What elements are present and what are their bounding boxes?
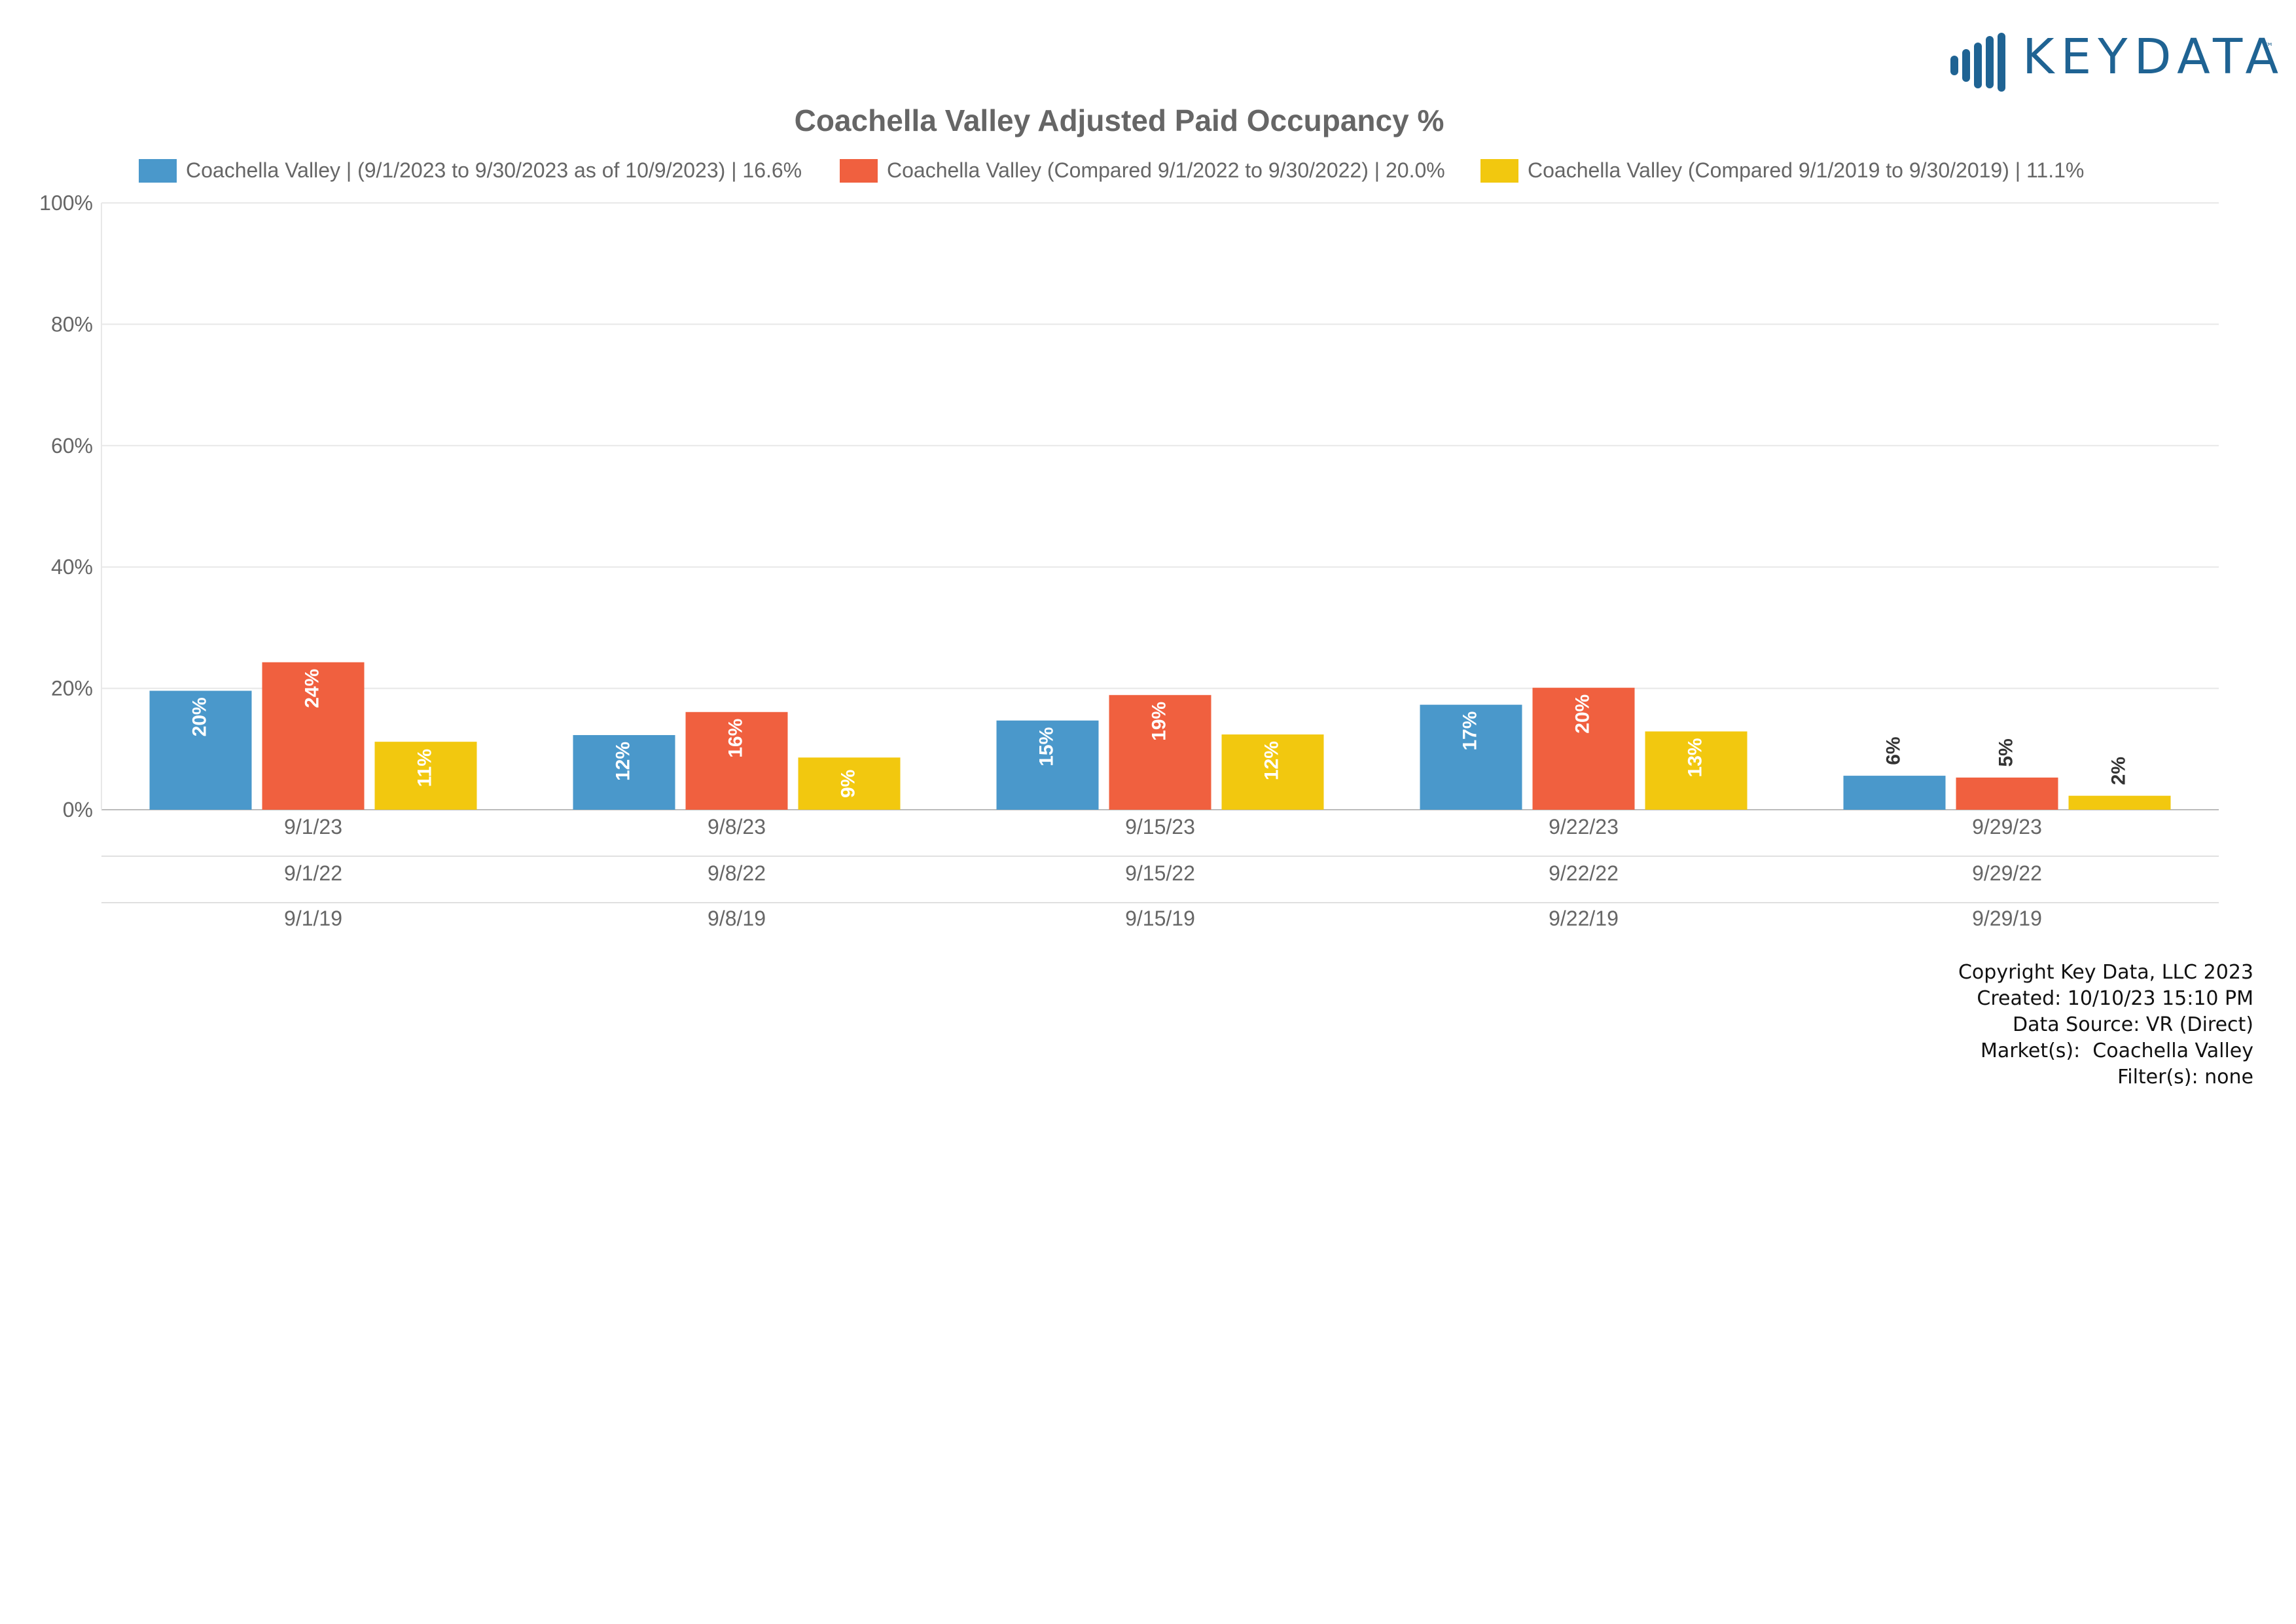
x-tick-label: 9/15/23 <box>1125 815 1195 839</box>
bar-value-label: 16% <box>725 719 746 758</box>
keydata-logo-mark <box>1950 33 2005 92</box>
legend-label-1: Coachella Valley | (9/1/2023 to 9/30/202… <box>186 158 802 182</box>
bar-value-label: 12% <box>612 742 634 781</box>
x-tick-label: 9/15/19 <box>1125 907 1195 930</box>
y-tick-label: 100% <box>39 191 93 215</box>
x-tick-label: 9/29/23 <box>1972 815 2042 839</box>
bar <box>374 742 477 810</box>
x-tick-label: 9/8/23 <box>708 815 766 839</box>
bar <box>1109 695 1211 810</box>
footer-markets: Market(s): Coachella Valley <box>1980 1039 2253 1062</box>
keydata-trademark: ™ <box>2263 41 2274 53</box>
y-tick-label: 40% <box>51 555 93 579</box>
bar-value-label: 11% <box>414 749 435 787</box>
x-tick-label: 9/22/23 <box>1549 815 1619 839</box>
legend-swatch-3 <box>1480 159 1518 183</box>
bar <box>149 691 252 810</box>
x-axis: 9/1/23 9/1/22 9/1/19 9/8/23 9/8/22 9/8/19 9/15… <box>101 815 2219 930</box>
chart-footer: Copyright Key Data, LLC 2023 Created: 10… <box>1958 960 2253 1091</box>
bar-value-label: 9% <box>837 770 859 798</box>
footer-data-source: Data Source: VR (Direct) <box>2013 1013 2253 1036</box>
legend-label-3: Coachella Valley (Compared 9/1/2019 to 9… <box>1528 158 2084 182</box>
x-tick-label: 9/15/22 <box>1125 861 1195 885</box>
y-tick-label: 0% <box>63 798 93 821</box>
y-tick-label: 60% <box>51 434 93 458</box>
occupancy-bar-chart: Coachella Valley Adjusted Paid Occupancy… <box>39 103 2219 930</box>
bar-value-label: 20% <box>188 697 210 736</box>
legend-swatch-2 <box>840 159 878 183</box>
bar-value-label: 15% <box>1035 727 1057 767</box>
bar <box>685 712 788 810</box>
chart-legend: Coachella Valley | (9/1/2023 to 9/30/202… <box>139 158 2084 183</box>
legend-label-2: Coachella Valley (Compared 9/1/2022 to 9… <box>887 158 1445 182</box>
footer-created: Created: 10/10/23 15:10 PM <box>1977 987 2253 1010</box>
bar-value-label: 6% <box>1882 736 1904 765</box>
footer-filters: Filter(s): none <box>2117 1066 2253 1089</box>
x-tick-label: 9/1/23 <box>284 815 342 839</box>
bar <box>1420 704 1522 810</box>
legend-swatch-1 <box>139 159 177 183</box>
chart-title: Coachella Valley Adjusted Paid Occupancy… <box>795 103 1444 137</box>
x-tick-label: 9/29/22 <box>1972 861 2042 885</box>
bar-value-label: 19% <box>1148 702 1170 741</box>
bar <box>2068 795 2171 810</box>
bar-value-label: 12% <box>1261 741 1282 780</box>
bar <box>1645 731 1748 810</box>
bar <box>798 757 901 810</box>
x-tick-label: 9/22/22 <box>1549 861 1619 885</box>
x-tick-label: 9/29/19 <box>1972 907 2042 930</box>
bar <box>1532 687 1635 810</box>
x-tick-label: 9/22/19 <box>1549 907 1619 930</box>
bar-value-label: 17% <box>1459 712 1480 751</box>
y-tick-label: 80% <box>51 312 93 336</box>
chart-bars: 20% 12% 15% 17% 6% 24% 16% 19% 20% 5% 11% 9% 12% 13% 2… <box>149 662 2171 810</box>
x-tick-label: 9/1/19 <box>284 907 342 930</box>
bar <box>1956 777 2058 810</box>
bar-value-label: 5% <box>1995 738 2017 767</box>
bar-value-label: 20% <box>1571 695 1593 734</box>
bar <box>262 662 365 810</box>
footer-copyright: Copyright Key Data, LLC 2023 <box>1958 961 2253 984</box>
x-tick-label: 9/8/19 <box>708 907 766 930</box>
bar-value-label: 2% <box>2108 757 2129 785</box>
bar <box>996 720 1099 810</box>
bar-value-label: 24% <box>301 669 323 708</box>
y-tick-label: 20% <box>51 677 93 700</box>
bar <box>573 734 675 810</box>
keydata-logo-text: KEYDATA <box>2022 29 2286 85</box>
x-tick-label: 9/1/22 <box>284 861 342 885</box>
x-tick-label: 9/8/22 <box>708 861 766 885</box>
bar-value-label: 13% <box>1684 738 1706 777</box>
y-axis: 0% 20% 40% 60% 80% 100% <box>39 191 93 821</box>
bar <box>1843 776 1946 810</box>
bar <box>1221 734 1324 810</box>
